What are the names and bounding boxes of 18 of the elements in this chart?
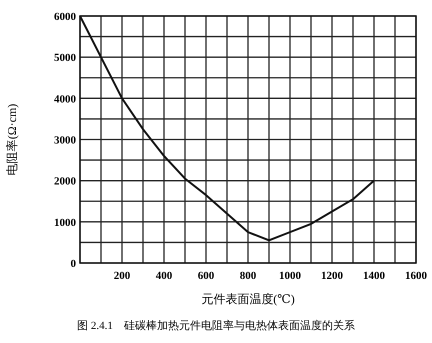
y-tick-label: 0 xyxy=(70,258,76,270)
y-tick-label: 1000 xyxy=(54,216,76,229)
x-tick-label: 600 xyxy=(198,270,215,282)
x-tick-label: 200 xyxy=(114,270,131,282)
y-tick-label: 4000 xyxy=(54,93,76,106)
x-tick-label: 400 xyxy=(156,270,173,282)
y-tick-label: 5000 xyxy=(54,52,76,64)
y-tick-label: 2000 xyxy=(54,176,76,188)
y-tick-label: 6000 xyxy=(54,11,76,23)
y-axis-title: 电阻率(Ω·cm) xyxy=(5,104,19,176)
x-axis-title: 元件表面温度(℃) xyxy=(201,292,295,306)
x-tick-label: 1200 xyxy=(321,270,344,282)
x-tick-label: 1600 xyxy=(405,270,428,282)
x-tick-label: 800 xyxy=(240,270,257,282)
x-tick-label: 1000 xyxy=(279,270,302,282)
y-tick-label: 3000 xyxy=(54,134,76,146)
caption: 图 2.4.1 硅碳棒加热元件电阻率与电热体表面温度的关系 xyxy=(77,319,355,332)
x-tick-label: 1400 xyxy=(363,270,386,282)
